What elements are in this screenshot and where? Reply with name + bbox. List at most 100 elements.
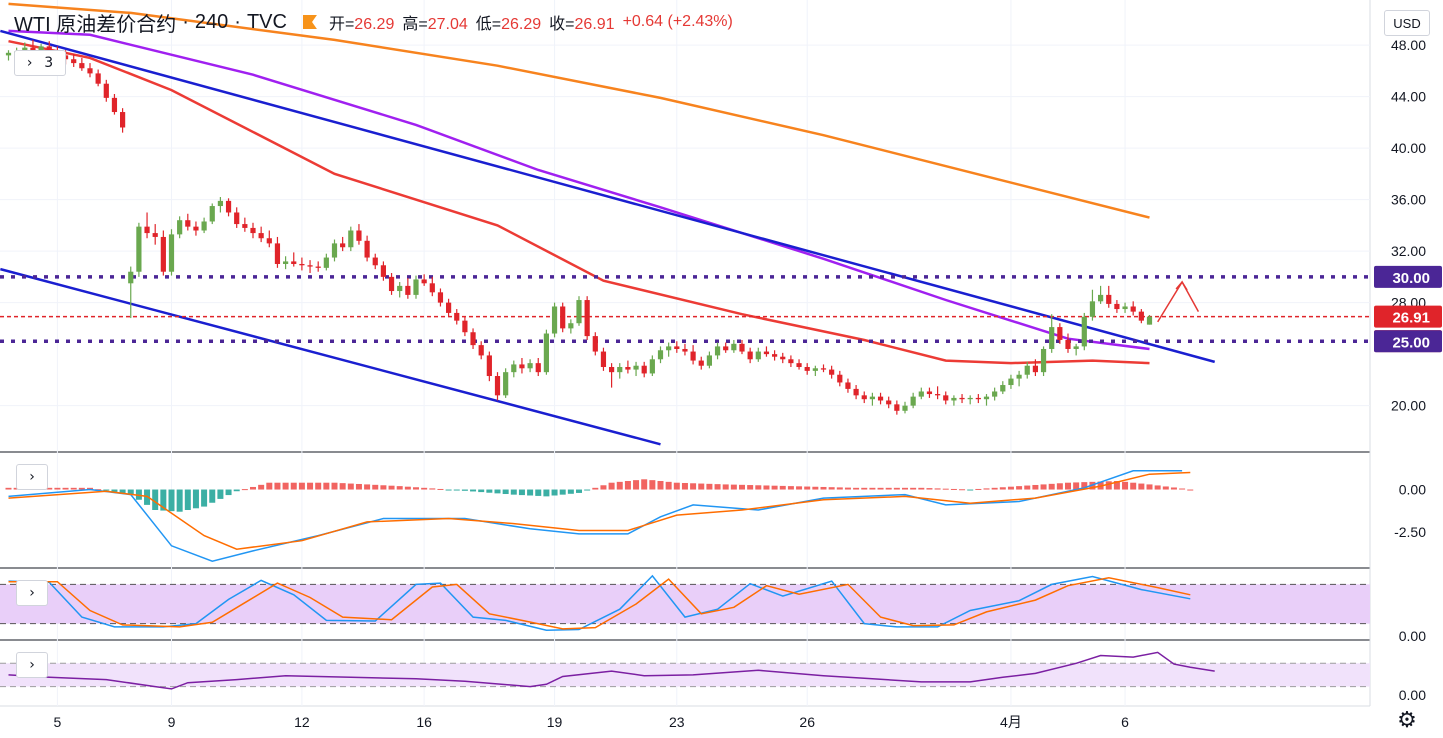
- candle-body: [258, 233, 264, 239]
- candle: [462, 316, 468, 337]
- rsi-pane-toggle[interactable]: ›: [16, 652, 48, 678]
- macd-histogram-bar: [918, 487, 925, 490]
- candle: [1138, 309, 1144, 324]
- macd-histogram-bar: [763, 485, 770, 490]
- candle: [380, 261, 386, 281]
- candle: [1146, 314, 1153, 325]
- indicators-count: 3: [44, 55, 54, 71]
- macd-histogram-bar: [991, 487, 998, 490]
- stoch-pane-toggle[interactable]: ›: [16, 580, 48, 606]
- stoch-k-line: [8, 574, 1191, 631]
- macd-histogram-bar: [885, 487, 892, 490]
- candle: [274, 236, 281, 268]
- candle: [543, 329, 549, 375]
- candle: [1008, 374, 1014, 389]
- price-pane[interactable]: [0, 2, 1370, 446]
- macd-histogram-bar: [478, 489, 485, 493]
- candle-body: [421, 279, 427, 284]
- gear-icon[interactable]: ⚙: [1397, 707, 1417, 733]
- macd-histogram-bar: [1081, 482, 1088, 490]
- macd-histogram-bar: [543, 489, 550, 497]
- currency-button[interactable]: USD: [1384, 10, 1430, 36]
- macd-histogram-bar: [779, 485, 786, 490]
- candle: [796, 359, 802, 370]
- candle: [861, 391, 867, 404]
- price-tick-label: 36.00: [1391, 192, 1426, 208]
- legend-separator: ·: [234, 10, 241, 33]
- macd-histogram-bar: [152, 489, 159, 510]
- macd-histogram-bar: [893, 487, 900, 490]
- macd-histogram-bar: [1130, 482, 1137, 490]
- flag-icon[interactable]: [302, 15, 317, 29]
- rsi-pane[interactable]: [0, 651, 1370, 690]
- time-tick-label: 23: [669, 714, 685, 730]
- macd-histogram-bar: [87, 487, 93, 490]
- macd-pane[interactable]: [5, 470, 1194, 562]
- candle-body: [405, 285, 411, 295]
- candle: [641, 361, 647, 378]
- macd-histogram-bar: [592, 487, 599, 490]
- candle-body: [812, 368, 818, 371]
- indicators-toggle-button[interactable]: › 3: [14, 50, 66, 76]
- candle: [894, 400, 900, 415]
- candle: [168, 229, 175, 276]
- macd-histogram-bar: [217, 489, 224, 499]
- macd-histogram-bar: [78, 487, 85, 490]
- macd-histogram-bar: [494, 489, 501, 494]
- macd-histogram-bar: [527, 489, 534, 496]
- candle: [617, 363, 623, 379]
- candle: [437, 288, 444, 307]
- candle-body: [30, 47, 36, 51]
- candle: [1040, 346, 1047, 377]
- macd-histogram-bar: [747, 485, 754, 490]
- rsi-line: [8, 651, 1215, 690]
- candle-body: [87, 68, 93, 74]
- macd-histogram-bar: [681, 482, 688, 490]
- macd-histogram-bar: [396, 486, 403, 490]
- macd-histogram-bar: [665, 481, 672, 490]
- time-tick-label: 26: [799, 714, 815, 730]
- macd-histogram-bar: [1048, 483, 1055, 490]
- candle-body: [519, 364, 525, 369]
- candle: [674, 341, 680, 353]
- candle-body: [348, 230, 354, 248]
- candle-body: [714, 346, 721, 356]
- candle-body: [910, 396, 916, 406]
- candle: [331, 239, 338, 262]
- macd-histogram-bar: [1056, 483, 1063, 490]
- macd-histogram-bar: [323, 482, 330, 490]
- candle: [527, 359, 533, 373]
- candle-body: [388, 276, 395, 292]
- candle-body: [511, 364, 517, 373]
- candle-body: [600, 351, 607, 368]
- macd-pane-toggle[interactable]: ›: [16, 464, 48, 490]
- candle-body: [446, 302, 452, 313]
- macd-histogram-bar: [201, 489, 208, 507]
- stoch-tick-label: 0.00: [1399, 628, 1426, 644]
- candle: [690, 345, 696, 365]
- macd-histogram-bar: [453, 489, 460, 491]
- level-label-30-bg: [1374, 265, 1442, 288]
- macd-histogram-bar: [518, 489, 525, 496]
- candle-body: [413, 279, 419, 295]
- axes: 5 9 12 16 19 23 26 4月 6 48.00 44.00 40.00 36.00 32.00…: [54, 37, 1442, 730]
- candle: [682, 343, 688, 356]
- macd-histogram-bar: [5, 487, 12, 490]
- candle: [609, 363, 615, 388]
- symbol-title[interactable]: WTI 原油差价合约: [14, 13, 177, 36]
- candle: [714, 342, 721, 360]
- candle: [535, 357, 541, 377]
- macd-histogram-bar: [730, 484, 737, 490]
- candle-body: [1081, 316, 1087, 347]
- candle: [1016, 370, 1022, 387]
- stochastic-pane[interactable]: [0, 574, 1370, 631]
- candle: [560, 302, 566, 333]
- candle-body: [274, 243, 281, 264]
- macd-histogram-bar: [902, 487, 908, 490]
- macd-tick-label: -2.50: [1394, 524, 1426, 540]
- candle: [185, 213, 191, 231]
- macd-histogram-bar: [461, 489, 468, 491]
- candle-body: [356, 230, 362, 241]
- candle: [869, 392, 875, 406]
